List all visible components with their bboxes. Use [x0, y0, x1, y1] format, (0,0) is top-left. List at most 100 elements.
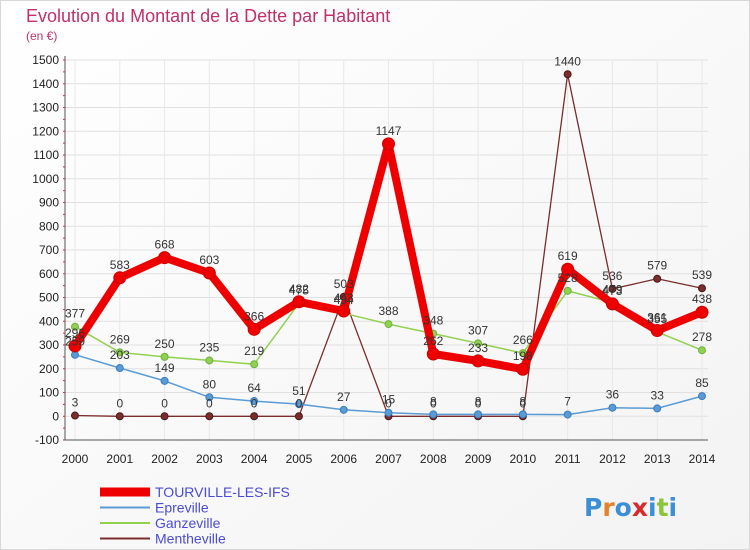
data-point	[160, 352, 169, 361]
y-tick-label: 1500	[32, 53, 59, 67]
data-label: 0	[296, 396, 303, 410]
series-layer	[68, 70, 709, 421]
y-tick-label: 700	[39, 243, 59, 257]
data-point	[563, 286, 572, 295]
data-point	[71, 322, 79, 331]
data-label: 269	[110, 332, 130, 346]
data-point	[205, 356, 214, 365]
data-label: 603	[199, 253, 219, 267]
data-label: 259	[65, 335, 85, 349]
x-tick-label: 2007	[375, 452, 402, 466]
data-label: 528	[558, 271, 578, 285]
data-point	[250, 412, 259, 421]
x-tick-label: 2000	[62, 452, 89, 466]
y-tick-label: 800	[39, 219, 59, 233]
data-label: 15	[382, 393, 396, 407]
legend-label: Ganzeville	[155, 515, 221, 531]
data-point	[250, 397, 259, 406]
data-label: 0	[206, 396, 213, 410]
data-point	[698, 346, 706, 355]
data-label: 266	[513, 333, 533, 347]
data-label: 149	[155, 361, 175, 375]
data-point	[429, 410, 438, 419]
data-point	[292, 295, 306, 309]
x-tick-label: 2012	[599, 452, 626, 466]
y-tick-label: -100	[35, 433, 59, 447]
data-label: 475	[289, 283, 309, 297]
data-label: 619	[558, 249, 578, 263]
y-tick-label: 1300	[32, 101, 59, 115]
data-label: 7	[564, 395, 571, 409]
legend-label: Mentheville	[155, 531, 226, 547]
logo-letter: o	[615, 493, 632, 522]
data-labels: 296 583 668 603 366 482 443 1147 262 233 198 619 473…	[65, 54, 712, 410]
data-point	[653, 404, 662, 413]
x-tick-label: 2006	[330, 452, 357, 466]
y-tick-label: 0	[52, 409, 59, 423]
data-label: 361	[647, 311, 667, 325]
data-label: 473	[602, 284, 622, 298]
data-label: 85	[695, 376, 709, 390]
data-point	[250, 360, 259, 369]
data-label: 583	[110, 258, 130, 272]
data-point	[339, 405, 348, 414]
proxiti-logo: Proxiti	[584, 493, 677, 522]
data-label: 377	[65, 307, 85, 321]
x-tick-label: 2010	[510, 452, 537, 466]
data-point	[695, 305, 709, 319]
x-tick-label: 2008	[420, 452, 447, 466]
data-point	[205, 393, 214, 402]
chart-subtitle: (en €)	[26, 29, 57, 43]
data-point	[474, 410, 483, 419]
chart-title: Evolution du Montant de la Dette par Hab…	[26, 6, 390, 26]
y-tick-label: 400	[39, 314, 59, 328]
data-point	[384, 408, 393, 417]
data-label: 0	[116, 396, 123, 410]
data-label: 0	[161, 396, 168, 410]
data-point	[698, 392, 706, 401]
data-label: 1440	[554, 54, 581, 68]
data-label: 0	[251, 396, 258, 410]
data-label: 307	[468, 323, 488, 337]
data-point	[608, 403, 617, 412]
data-label: 0	[385, 396, 392, 410]
data-point	[563, 70, 572, 79]
y-tick-label: 200	[39, 362, 59, 376]
data-label: 539	[692, 268, 712, 282]
data-point	[68, 339, 82, 353]
data-point	[698, 284, 706, 293]
data-point	[202, 266, 216, 280]
data-label: 0	[430, 396, 437, 410]
x-tick-label: 2002	[151, 452, 178, 466]
data-label: 536	[602, 269, 622, 283]
data-label: 8	[475, 394, 482, 408]
data-label: 64	[247, 381, 261, 395]
data-point	[650, 324, 664, 338]
data-point	[158, 251, 172, 265]
data-label: 434	[334, 293, 354, 307]
data-point	[608, 284, 617, 293]
data-label: 80	[203, 377, 217, 391]
data-label: 235	[199, 340, 219, 354]
data-label: 262	[423, 334, 443, 348]
data-label: 482	[289, 282, 309, 296]
data-label: 579	[647, 259, 667, 273]
data-point	[71, 411, 79, 420]
data-point	[337, 304, 351, 318]
data-point	[561, 262, 575, 276]
data-point	[113, 271, 127, 285]
data-point	[294, 400, 303, 409]
data-label: 51	[292, 384, 306, 398]
data-label: 8	[520, 394, 527, 408]
x-tick-label: 2004	[241, 452, 268, 466]
data-label: 8	[430, 394, 437, 408]
data-label: 503	[334, 277, 354, 291]
data-point	[294, 412, 303, 421]
data-point	[115, 412, 124, 421]
data-label: 33	[651, 388, 665, 402]
data-label: 250	[155, 337, 175, 351]
data-label: 438	[692, 292, 712, 306]
data-point	[518, 410, 527, 419]
